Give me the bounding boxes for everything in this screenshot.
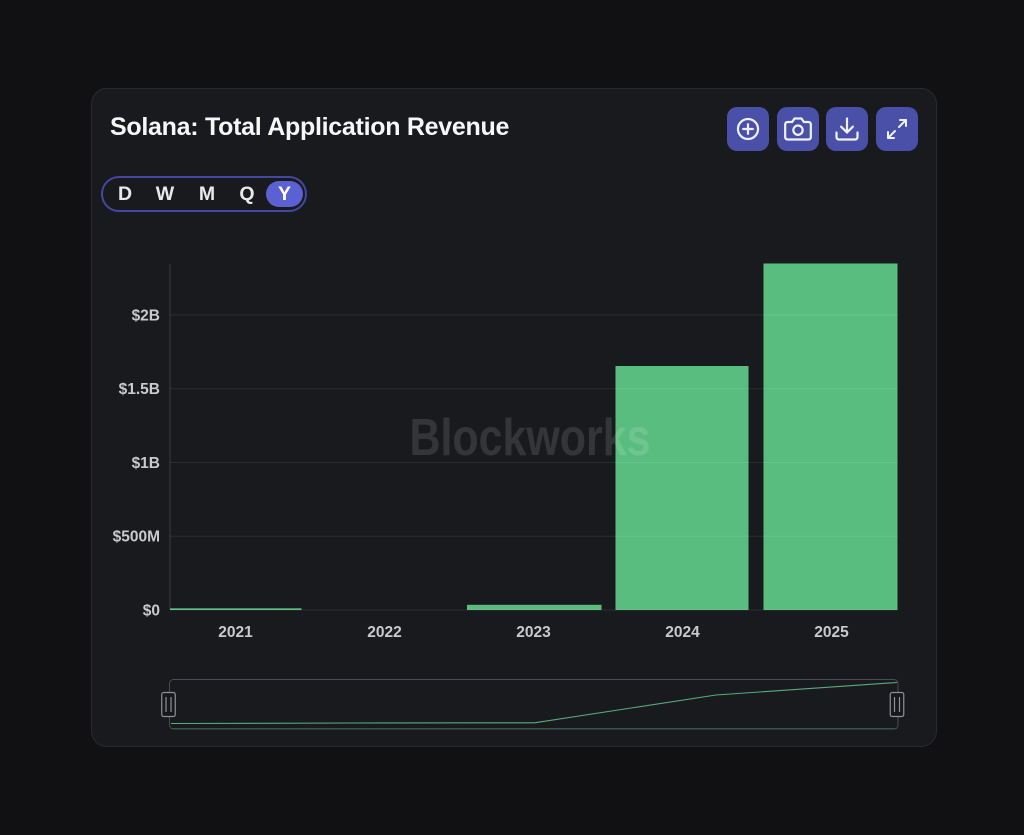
svg-text:2022: 2022: [367, 624, 401, 641]
svg-text:$1B: $1B: [132, 455, 160, 472]
svg-text:$500M: $500M: [113, 529, 160, 546]
svg-text:2025: 2025: [814, 624, 849, 641]
svg-text:$1.5B: $1.5B: [119, 381, 160, 398]
svg-text:2021: 2021: [218, 624, 253, 641]
svg-text:2024: 2024: [665, 624, 700, 641]
svg-text:$0: $0: [143, 603, 160, 620]
svg-text:Blockworks: Blockworks: [410, 409, 651, 467]
svg-text:2023: 2023: [516, 624, 551, 641]
svg-text:$2B: $2B: [132, 308, 160, 325]
